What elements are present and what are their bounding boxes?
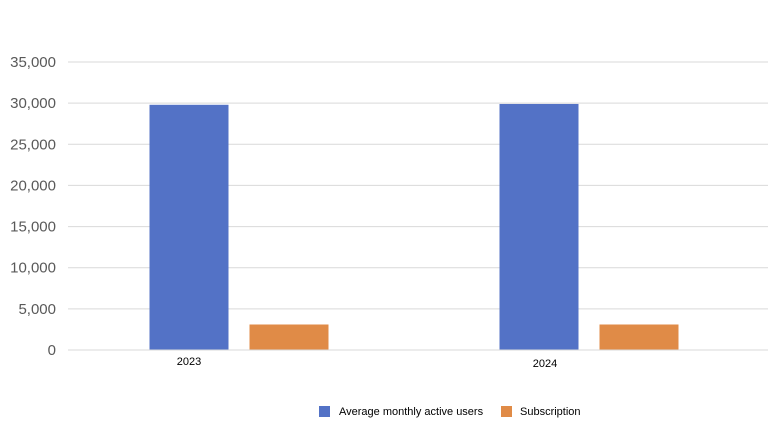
legend-swatch bbox=[501, 406, 512, 417]
legend-swatch bbox=[319, 406, 330, 417]
y-tick-label: 5,000 bbox=[18, 301, 56, 318]
y-tick-label: 20,000 bbox=[10, 177, 56, 194]
y-tick-label: 35,000 bbox=[10, 54, 56, 71]
y-tick-label: 10,000 bbox=[10, 260, 56, 277]
y-tick-label: 0 bbox=[48, 342, 56, 359]
legend-label: Subscription bbox=[520, 406, 581, 418]
legend-label: Average monthly active users bbox=[339, 406, 484, 418]
bars bbox=[149, 103, 679, 350]
bar-active-users-2023 bbox=[149, 104, 229, 350]
x-axis-category-labels: 2023 2024 bbox=[177, 356, 557, 370]
y-tick-label: 25,000 bbox=[10, 136, 56, 153]
y-axis-tick-labels: 0 5,000 10,000 15,000 20,000 25,000 30,000 35,0… bbox=[10, 54, 56, 359]
legend: Average monthly active users Subscription bbox=[319, 406, 581, 418]
x-category-label: 2024 bbox=[533, 358, 557, 370]
bar-active-users-2024 bbox=[499, 103, 579, 350]
x-category-label: 2023 bbox=[177, 356, 201, 368]
bar-subscription-2023 bbox=[249, 324, 329, 350]
bar-subscription-2024 bbox=[599, 324, 679, 350]
y-tick-label: 15,000 bbox=[10, 219, 56, 236]
y-tick-label: 30,000 bbox=[10, 95, 56, 112]
